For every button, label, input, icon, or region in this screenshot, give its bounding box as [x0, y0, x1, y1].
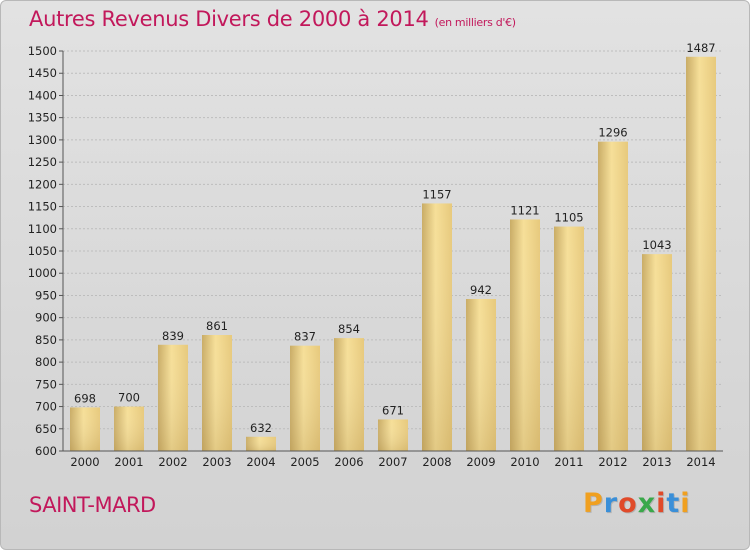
x-tick-label: 2009 [466, 455, 495, 469]
title-text: Autres Revenus Divers de 2000 à 2014 [29, 7, 429, 31]
y-tick-label: 600 [35, 444, 57, 458]
bar-value-label: 1043 [642, 238, 671, 252]
bar-value-label: 854 [338, 322, 360, 336]
x-tick-label: 2011 [554, 455, 583, 469]
y-axis: 600 650 700 750 800 850 900 950 1000 1050 1100 1150… [28, 44, 64, 458]
bar-value-label: 1105 [554, 211, 583, 225]
logo-letter: x [637, 488, 657, 519]
y-tick-label: 1100 [28, 222, 57, 236]
bar-value-label: 671 [382, 403, 404, 417]
y-tick-label: 1450 [28, 66, 57, 80]
y-tick-label: 1200 [28, 177, 57, 191]
y-tick-label: 650 [35, 422, 57, 436]
logo-letter: r [603, 488, 619, 519]
logo-letter: o [618, 488, 638, 519]
bar-shade [598, 141, 628, 451]
x-tick-label: 2003 [202, 455, 231, 469]
y-tick-label: 1250 [28, 155, 57, 169]
city-name: SAINT-MARD [29, 493, 156, 517]
bars: 698 700 839 861 632 837 854 671 1157 942 1121 1105 1… [70, 41, 716, 452]
x-tick-label: 2010 [510, 455, 539, 469]
y-tick-label: 1000 [28, 266, 57, 280]
y-tick-label: 1400 [28, 88, 57, 102]
bar-shade [246, 436, 276, 451]
bar-shade [466, 299, 496, 451]
x-tick-label: 2002 [158, 455, 187, 469]
bar-value-label: 632 [250, 421, 272, 435]
title-unit: (en milliers d'€) [434, 16, 516, 29]
y-tick-label: 1300 [28, 133, 57, 147]
y-tick-label: 1350 [28, 111, 57, 125]
bar-shade [642, 254, 672, 451]
x-tick-label: 2007 [378, 455, 407, 469]
y-tick-label: 900 [35, 311, 57, 325]
bar-shade [422, 203, 452, 451]
y-tick-label: 750 [35, 377, 57, 391]
bar-shade [378, 419, 408, 451]
y-tick-label: 800 [35, 355, 57, 369]
x-tick-label: 2005 [290, 455, 319, 469]
bar-value-label: 1296 [598, 126, 627, 140]
bar-shade [70, 407, 100, 451]
bar-value-label: 1157 [422, 187, 451, 201]
bar-value-label: 1121 [510, 203, 539, 217]
bar-shade [290, 345, 320, 451]
x-tick-label: 2012 [598, 455, 627, 469]
y-tick-label: 1500 [28, 44, 57, 58]
x-axis: 2000 2001 2002 2003 2004 2005 2006 2007 2008 2009… [63, 450, 723, 469]
logo-letter: i [680, 488, 691, 519]
x-tick-label: 2001 [114, 455, 143, 469]
bar-shade [114, 406, 144, 451]
proxiti-logo: Proxiti [583, 488, 691, 519]
bar-value-label: 1487 [686, 41, 715, 55]
y-tick-label: 950 [35, 288, 57, 302]
x-tick-label: 2013 [642, 455, 671, 469]
x-tick-label: 2006 [334, 455, 363, 469]
y-tick-label: 1050 [28, 244, 57, 258]
y-tick-label: 850 [35, 333, 57, 347]
y-tick-label: 700 [35, 400, 57, 414]
bar-value-label: 839 [162, 329, 184, 343]
bar-value-label: 837 [294, 330, 316, 344]
y-tick-label: 1150 [28, 200, 57, 214]
logo-letter: t [666, 488, 681, 519]
bar-shade [202, 335, 232, 451]
x-tick-label: 2008 [422, 455, 451, 469]
bar-value-label: 861 [206, 319, 228, 333]
x-tick-label: 2014 [686, 455, 715, 469]
x-tick-label: 2004 [246, 455, 275, 469]
bar-shade [686, 56, 716, 452]
chart-title: Autres Revenus Divers de 2000 à 2014 (en … [29, 7, 516, 31]
bar-shade [510, 219, 540, 451]
bar-shade [334, 338, 364, 451]
bar-value-label: 942 [470, 283, 492, 297]
x-tick-label: 2000 [70, 455, 99, 469]
bar-value-label: 700 [118, 391, 140, 405]
bar-shade [554, 226, 584, 451]
logo-letter: i [656, 488, 667, 519]
bar-value-label: 698 [74, 391, 96, 405]
bar-shade [158, 344, 188, 451]
logo-letter: P [583, 488, 604, 519]
